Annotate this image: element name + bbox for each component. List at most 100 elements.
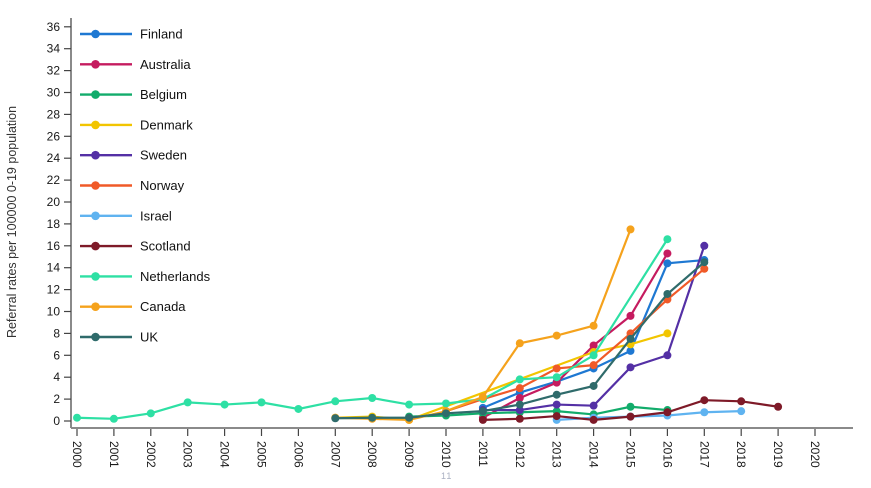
data-point — [700, 241, 709, 250]
data-point — [589, 401, 598, 410]
y-tick-label: 24 — [47, 151, 61, 165]
data-point — [626, 412, 635, 421]
data-point — [663, 249, 672, 258]
data-point — [183, 398, 192, 407]
data-point — [663, 259, 672, 268]
x-tick-label: 2012 — [513, 441, 527, 468]
legend-item-belgium: Belgium — [80, 87, 187, 102]
series-line — [409, 405, 668, 418]
legend-marker — [91, 181, 100, 190]
series-netherlands — [73, 235, 672, 423]
legend-label: Netherlands — [140, 269, 211, 284]
data-point — [589, 361, 598, 370]
data-point — [73, 413, 81, 422]
y-tick-label: 20 — [47, 195, 61, 209]
data-point — [626, 402, 635, 411]
series-line — [556, 410, 742, 422]
legend-item-australia: Australia — [80, 57, 191, 72]
legend-label: UK — [140, 330, 158, 345]
x-tick-label: 2010 — [439, 441, 453, 468]
legend-marker — [91, 241, 100, 251]
data-point — [663, 235, 672, 244]
y-tick-label: 16 — [47, 239, 61, 253]
data-point — [442, 399, 450, 408]
legend-label: Scotland — [140, 239, 191, 254]
data-point — [589, 415, 598, 424]
data-point — [552, 412, 561, 421]
data-point — [146, 409, 155, 418]
data-point — [405, 413, 414, 422]
data-point — [663, 329, 672, 338]
data-point — [700, 258, 709, 267]
data-point — [294, 404, 303, 413]
x-tick-label: 2001 — [107, 441, 121, 468]
data-point — [515, 400, 524, 409]
y-tick-label: 14 — [47, 261, 61, 275]
data-point — [515, 375, 524, 384]
series-line — [482, 252, 669, 419]
data-point — [368, 413, 377, 422]
legend-label: Canada — [140, 299, 186, 314]
legend-marker — [91, 332, 100, 342]
data-point — [737, 397, 746, 406]
x-tick-label: 2006 — [291, 441, 305, 468]
data-point — [552, 364, 561, 373]
x-tick-label: 2019 — [771, 441, 785, 468]
y-tick-label: 36 — [47, 20, 61, 34]
data-point — [626, 311, 635, 320]
legend-marker — [91, 120, 100, 130]
y-tick-label: 30 — [47, 86, 61, 100]
footnote: 11 — [441, 471, 453, 481]
legend-marker — [91, 302, 100, 312]
data-point — [109, 414, 118, 423]
data-point — [700, 264, 709, 273]
x-tick-label: 2015 — [624, 441, 638, 468]
legend-marker — [91, 211, 100, 221]
legend-item-sweden: Sweden — [80, 148, 187, 163]
legend-marker — [91, 150, 100, 160]
series-canada — [331, 225, 635, 424]
x-tick-label: 2016 — [660, 441, 674, 468]
legend-label: Belgium — [140, 87, 187, 102]
x-tick-label: 2000 — [70, 441, 84, 468]
legend-item-uk: UK — [80, 330, 158, 345]
legend-label: Sweden — [140, 148, 187, 163]
data-point — [515, 394, 524, 403]
data-point — [331, 414, 340, 423]
legend-item-denmark: Denmark — [80, 117, 193, 132]
data-point — [478, 415, 487, 424]
legend-item-israel: Israel — [80, 208, 172, 223]
data-point — [552, 390, 561, 399]
data-point — [626, 334, 635, 343]
x-tick-label: 2007 — [328, 441, 342, 468]
x-tick-label: 2020 — [808, 441, 822, 468]
legend-item-canada: Canada — [80, 299, 186, 314]
x-tick-label: 2011 — [476, 441, 490, 467]
data-point — [331, 397, 340, 406]
data-point — [552, 400, 561, 409]
data-point — [737, 407, 746, 416]
legend-item-scotland: Scotland — [80, 239, 191, 254]
data-point — [589, 351, 598, 360]
x-tick-label: 2002 — [144, 441, 158, 468]
y-tick-label: 10 — [47, 305, 61, 319]
data-point — [589, 381, 598, 390]
y-tick-label: 12 — [47, 283, 61, 297]
data-point — [589, 321, 598, 330]
data-point — [478, 392, 487, 401]
y-axis-title: Referral rates per 100000 0-19 populatio… — [5, 106, 19, 338]
y-tick-label: 18 — [47, 217, 61, 231]
legend-label: Denmark — [140, 117, 193, 132]
data-point — [663, 289, 672, 298]
data-point — [663, 408, 672, 417]
data-point — [626, 225, 635, 234]
y-tick-label: 4 — [53, 370, 60, 384]
data-point — [515, 339, 524, 348]
series-uk — [331, 258, 709, 423]
legend-marker — [91, 29, 100, 39]
x-tick-label: 2008 — [365, 441, 379, 468]
legend-label: Norway — [140, 178, 185, 193]
y-tick-label: 26 — [47, 129, 61, 143]
legend-marker — [91, 60, 100, 69]
